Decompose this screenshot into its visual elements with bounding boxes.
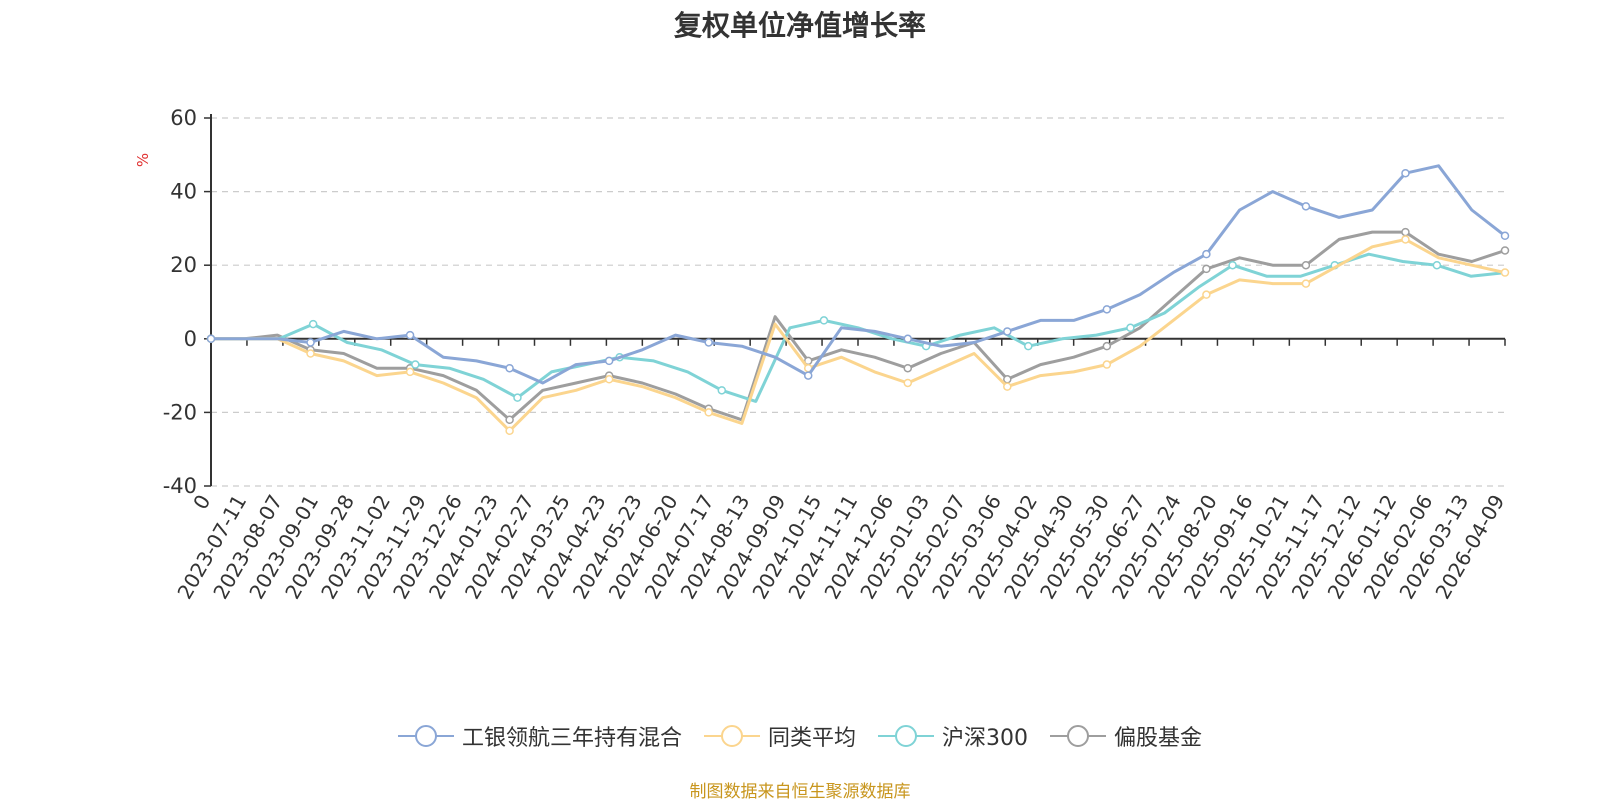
- series-point: [1500, 268, 1510, 277]
- x-tick-label: 0: [188, 491, 215, 514]
- series-point: [1003, 327, 1012, 336]
- grid-layer: [211, 117, 1505, 487]
- series-point: [819, 316, 829, 325]
- series-point: [903, 334, 913, 344]
- y-tick-label: -40: [163, 474, 197, 498]
- legend-label: 偏股基金: [1114, 726, 1203, 751]
- series-layer: [206, 164, 1510, 436]
- series-point: [1301, 260, 1311, 270]
- legend-item[interactable]: 沪深300: [878, 720, 1028, 752]
- series-point: [411, 360, 420, 369]
- series-point: [1500, 231, 1510, 241]
- series-point: [1126, 323, 1135, 333]
- y-tick-label: -20: [163, 400, 197, 424]
- series-point: [1202, 264, 1211, 274]
- series-point: [604, 356, 614, 366]
- series-point: [1301, 279, 1311, 288]
- series-point: [1102, 305, 1112, 314]
- series-point: [405, 330, 415, 340]
- series-point: [1500, 246, 1510, 255]
- series-line: [211, 164, 1506, 385]
- series-point: [306, 349, 315, 358]
- y-axis-label: %: [134, 153, 152, 167]
- y-tick-label: 0: [184, 327, 197, 351]
- series-point: [1102, 341, 1112, 351]
- series-point: [1401, 227, 1410, 237]
- legend-marker-icon: [397, 725, 454, 747]
- series-point: [1301, 202, 1311, 211]
- series-point: [1228, 260, 1237, 270]
- series-point: [903, 378, 913, 388]
- legend-marker-icon: [1050, 725, 1106, 747]
- series-point: [306, 338, 315, 347]
- legend-marker-icon: [878, 725, 934, 747]
- legend-item[interactable]: 偏股基金: [1050, 720, 1202, 752]
- series-point: [704, 338, 713, 347]
- series-point: [1401, 235, 1410, 244]
- series-point: [1024, 341, 1033, 351]
- series-point: [1102, 360, 1112, 369]
- series-point: [308, 319, 318, 329]
- chart-title: 复权单位净值增长率: [673, 9, 926, 42]
- series-point: [717, 386, 727, 395]
- series-point: [505, 363, 514, 373]
- series-point: [1202, 249, 1211, 259]
- series-line: [211, 237, 1506, 433]
- series-line: [211, 230, 1506, 422]
- series-point: [513, 393, 522, 402]
- legend-marker-icon: [703, 725, 760, 747]
- legend-item[interactable]: 工银领航三年持有混合: [397, 720, 682, 752]
- series-point: [903, 363, 913, 373]
- series-point: [505, 426, 514, 436]
- series-point: [206, 334, 216, 344]
- legend-label: 工银领航三年持有混合: [461, 726, 682, 751]
- legend: 工银领航三年持有混合 同类平均 沪深300 偏股基金: [0, 720, 1600, 752]
- series-point: [704, 408, 713, 417]
- legend-item[interactable]: 同类平均: [703, 720, 856, 752]
- series-point: [405, 367, 415, 377]
- series-point: [505, 415, 514, 425]
- axis-layer: 6040200-20-4002023-07-112023-08-072023-0…: [163, 106, 1510, 603]
- y-tick-label: 40: [170, 180, 197, 204]
- series-point: [1432, 260, 1442, 270]
- data-source-note: 制图数据来自恒生聚源数据库: [689, 782, 911, 802]
- series-point: [1003, 382, 1012, 391]
- series-point: [803, 371, 813, 380]
- y-tick-label: 20: [170, 253, 197, 277]
- series-point: [604, 375, 614, 384]
- series-point: [1003, 375, 1012, 384]
- series-point: [1202, 290, 1211, 299]
- legend-label: 同类平均: [767, 726, 856, 751]
- y-tick-label: 60: [170, 106, 197, 130]
- legend-label: 沪深300: [942, 726, 1028, 751]
- series-point: [1401, 168, 1410, 178]
- series-line: [211, 252, 1506, 403]
